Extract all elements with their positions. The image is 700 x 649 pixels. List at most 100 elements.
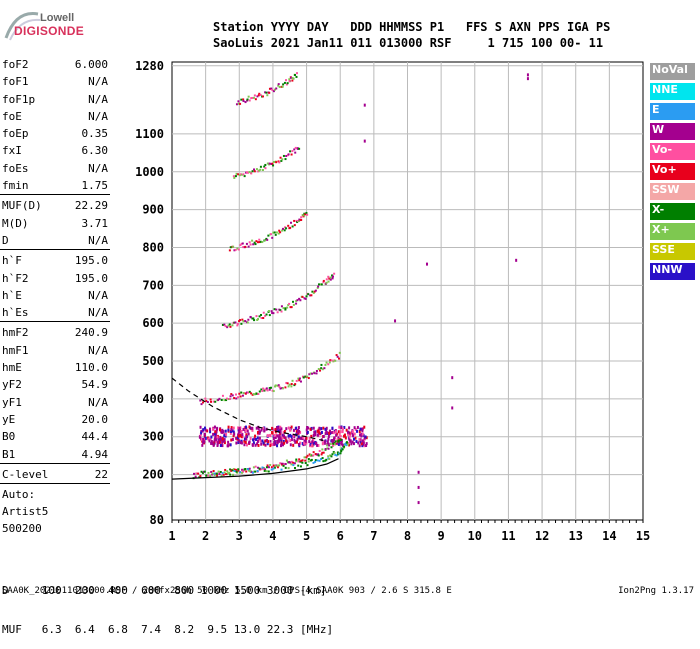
param-label: B0 <box>2 430 16 444</box>
spread-f-point <box>309 441 312 445</box>
echo-trace-point <box>280 305 283 308</box>
spread-f-point <box>230 428 233 432</box>
spread-f-point <box>352 442 355 446</box>
spread-f-point <box>361 439 364 443</box>
echo-trace-point <box>263 165 266 168</box>
spread-f-point <box>331 426 334 430</box>
echo-trace-point <box>290 463 293 466</box>
echo-trace-point <box>228 397 231 400</box>
spread-f-point <box>223 434 226 438</box>
spread-f-point <box>363 437 366 441</box>
spread-f-point <box>359 427 362 431</box>
legend-item-nne: NNE <box>650 83 695 100</box>
echo-trace-point <box>253 470 256 473</box>
spread-f-point <box>361 432 364 436</box>
spread-f-point <box>242 427 245 431</box>
echo-trace-point <box>298 379 301 382</box>
spread-f-point <box>254 434 257 438</box>
echo-trace-point <box>278 229 281 232</box>
echo-trace-point <box>302 376 305 379</box>
echo-trace-point <box>239 102 242 105</box>
spread-f-point <box>274 427 277 431</box>
param-value: 22.29 <box>74 199 108 213</box>
echo-trace-point <box>255 315 258 318</box>
echo-trace-point <box>300 459 303 462</box>
spread-f-point <box>349 433 352 437</box>
echo-trace-point <box>222 473 225 476</box>
echo-trace-point <box>345 441 348 444</box>
echo-trace-point <box>273 466 276 469</box>
echo-trace-point <box>238 174 241 177</box>
spread-f-point <box>324 432 327 436</box>
echo-trace-point <box>286 382 289 385</box>
spread-f-point <box>229 430 232 434</box>
spread-f-point <box>332 439 335 443</box>
param-value: 6.30 <box>81 144 109 158</box>
echo-trace-point <box>307 458 310 461</box>
spread-f-point <box>276 434 279 438</box>
param-label: hmE <box>2 361 22 375</box>
echo-trace-point <box>216 474 219 477</box>
echo-trace-point <box>330 455 333 458</box>
spread-f-point <box>222 430 225 434</box>
spread-f-point <box>299 436 302 440</box>
param-value: 54.9 <box>81 378 109 392</box>
echo-trace-point <box>279 462 282 465</box>
echo-trace-point <box>291 225 294 228</box>
echo-trace-point <box>284 308 287 311</box>
spread-f-point <box>312 438 315 442</box>
echo-trace-point <box>223 399 226 402</box>
echo-trace-point <box>287 153 290 156</box>
echo-trace-point <box>292 303 295 306</box>
spread-f-point <box>251 426 254 430</box>
param-value: 22 <box>94 467 108 481</box>
echo-trace-point <box>258 390 261 393</box>
legend-item-x-plus: X+ <box>650 223 695 240</box>
param-row: foEp 0.35 <box>0 125 110 142</box>
echo-trace-point <box>301 459 304 462</box>
spread-f-point <box>338 432 341 436</box>
echo-trace-point <box>298 219 301 222</box>
echo-trace-point <box>233 249 236 252</box>
spread-f-point <box>304 439 307 443</box>
echo-trace-point <box>267 310 270 313</box>
spread-f-point <box>240 435 243 439</box>
echo-trace-point <box>227 398 230 401</box>
echo-trace-point <box>225 399 228 402</box>
x-tick-label: 9 <box>438 529 445 543</box>
spread-f-point <box>306 430 309 434</box>
echo-trace-point <box>211 472 214 475</box>
echo-trace-point <box>249 316 252 319</box>
echo-trace-point <box>328 361 331 364</box>
spread-f-point <box>257 427 260 431</box>
echo-trace-point <box>254 465 257 468</box>
echo-trace-point <box>306 454 309 457</box>
spread-f-point <box>232 426 235 430</box>
echo-trace-point <box>240 173 243 176</box>
param-label: h`E <box>2 288 22 302</box>
spread-f-point <box>254 443 257 447</box>
echo-trace-point <box>242 173 245 176</box>
echo-trace-point <box>298 297 301 300</box>
echo-trace-point <box>241 468 244 471</box>
spread-f-point <box>344 436 347 440</box>
echo-trace-point <box>253 393 256 396</box>
echo-trace-point <box>257 392 260 395</box>
echo-trace-point <box>264 239 267 242</box>
param-row: M(D) 3.71 <box>0 215 110 232</box>
echo-trace-point <box>255 240 258 243</box>
spread-f-point <box>287 436 290 440</box>
echo-trace-point <box>231 394 234 397</box>
spread-f-point <box>277 426 280 430</box>
spread-f-point <box>215 429 218 433</box>
spread-f-point <box>298 429 301 433</box>
echo-trace-point <box>274 88 277 91</box>
logo-lowell: Lowell <box>40 12 75 24</box>
echo-trace-point <box>273 231 276 234</box>
echo-trace-point <box>239 319 242 322</box>
spread-f-point <box>214 430 217 434</box>
spread-f-point <box>210 440 213 444</box>
spread-f-point <box>231 429 234 433</box>
echo-trace-point <box>331 277 334 280</box>
echo-trace-point <box>264 388 267 391</box>
